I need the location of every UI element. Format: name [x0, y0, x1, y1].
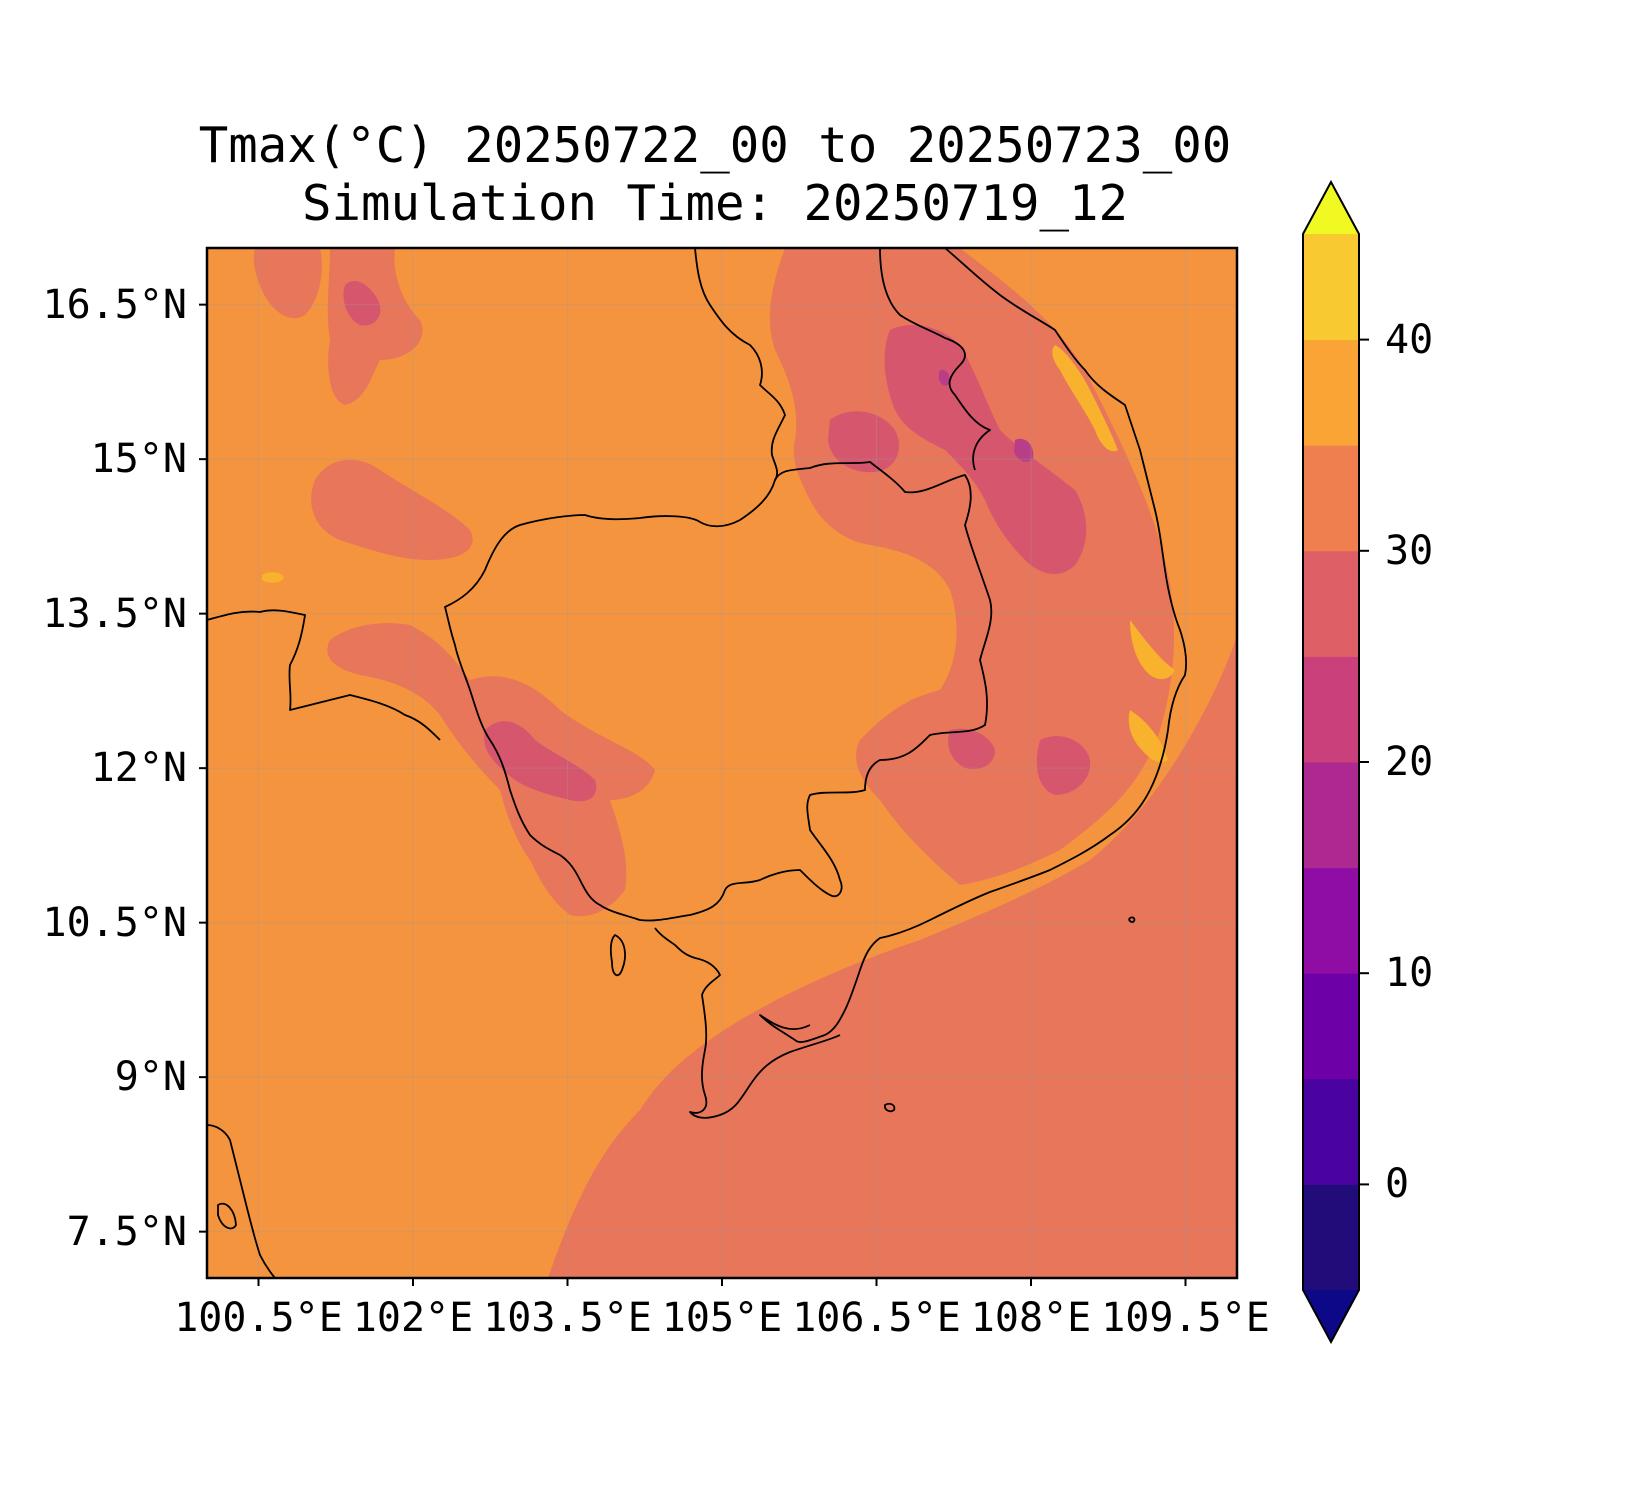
island-b: [884, 1102, 896, 1113]
thai-coast: [207, 1124, 276, 1278]
field-band-20-25-north: [884, 325, 1087, 575]
field-band-20-25-east2: [948, 728, 995, 770]
coastlines-and-borders: [207, 248, 1188, 1278]
lat-tick-label: 12°N: [90, 745, 187, 792]
field-band-25-30-nw3: [311, 459, 473, 560]
colorbar-extend-min: [1303, 1290, 1359, 1342]
laos-east-border: [879, 248, 991, 471]
lat-tick-label: 13.5°N: [42, 590, 188, 637]
island-d: [1128, 916, 1136, 923]
colorbar-segment: [1303, 1184, 1359, 1291]
lat-tick-label: 15°N: [90, 436, 187, 483]
lon-tick-label: 103.5°E: [483, 1295, 652, 1341]
field-band-25-30-nw1: [253, 248, 322, 319]
field-band-15-20-b: [938, 369, 950, 386]
colorbar-extend-max: [1303, 182, 1359, 234]
field-band-15-20-a: [1014, 438, 1034, 462]
colorbar-segment: [1303, 234, 1359, 341]
lat-tick-label: 7.5°N: [66, 1208, 187, 1255]
lat-tick-label: 16.5°N: [42, 281, 188, 328]
colorbar-tick-label: 20: [1385, 739, 1434, 785]
colorbar-tick-label: 10: [1385, 950, 1434, 997]
colorbar-segment: [1303, 339, 1359, 446]
vietnam-coast: [759, 248, 1188, 1043]
lon-tick-label: 109.5°E: [1101, 1295, 1270, 1341]
colorbar-segment: [1303, 550, 1359, 657]
laos-vietnam-border: [694, 248, 786, 481]
field-band-25-30-east: [769, 248, 1175, 885]
colorbar-segment: [1303, 445, 1359, 552]
field-band-20-25-gulf: [484, 721, 597, 802]
lon-tick-label: 105°E: [661, 1295, 783, 1341]
lon-tick-label: 106.5°E: [792, 1295, 961, 1341]
colorbar-segment: [1303, 762, 1359, 869]
cambodia-border: [444, 461, 993, 922]
lon-tick-label: 102°E: [352, 1295, 474, 1341]
colorbar-segment: [1303, 867, 1359, 974]
field-band-25-30-west: [327, 623, 655, 917]
colorbar: [1302, 179, 1369, 1345]
colorbar-segment: [1303, 656, 1359, 763]
map-subtitle: Simulation Time: 20250719_12: [301, 175, 1128, 232]
colorbar-tick-label: 0: [1385, 1161, 1410, 1208]
island-c: [217, 1202, 237, 1230]
field-band-25-30-sea: [548, 630, 1237, 1278]
thailand-cambodia-border: [207, 609, 441, 741]
colorbar-segment: [1303, 1078, 1359, 1185]
island-a: [609, 934, 626, 977]
colorbar-outline: [1302, 179, 1360, 1345]
temperature-field: [207, 248, 1237, 1278]
axis-ticks: [199, 303, 1187, 1286]
lat-tick-label: 10.5°N: [42, 899, 188, 946]
lon-tick-label: 100.5°E: [174, 1295, 343, 1341]
colorbar-tick-label: 30: [1385, 527, 1434, 574]
field-band-20-25-lao: [828, 411, 899, 473]
field-band-35-40-coast3: [1128, 710, 1168, 762]
lat-tick-label: 9°N: [114, 1054, 187, 1101]
lon-tick-label: 108°E: [970, 1295, 1092, 1341]
gridlines: [207, 248, 1237, 1278]
field-band-35-40-spot: [262, 572, 284, 583]
field-band-35-40-coast1: [1052, 345, 1118, 452]
colorbar-tick-label: 40: [1385, 316, 1434, 363]
field-band-35-40-coast2: [1130, 620, 1175, 680]
mekong-delta-coast: [654, 927, 841, 1119]
field-band-20-25-nw: [343, 280, 381, 326]
colorbar-segment: [1303, 973, 1359, 1080]
map-title: Tmax(°C) 20250722_00 to 20250723_00: [198, 117, 1232, 174]
field-band-20-25-east: [1036, 736, 1091, 795]
